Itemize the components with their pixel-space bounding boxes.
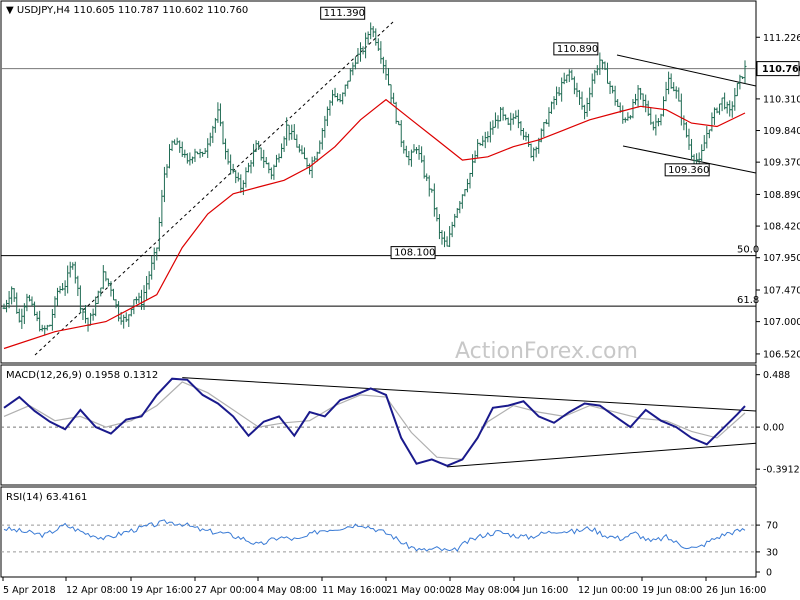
x-tick-label: 21 May 00:00	[386, 585, 451, 596]
x-tick-label: 5 Apr 2018	[3, 585, 56, 596]
annotation-label: 108.100	[394, 248, 435, 259]
price-annotation: 110.890	[553, 42, 599, 56]
current-price-box	[756, 61, 800, 77]
macd-tick-label: 0.00	[763, 423, 784, 434]
price-tick-label: 109.840	[763, 126, 800, 137]
macd-title: MACD(12,26,9) 0.1958 0.1312	[6, 370, 158, 381]
x-axis: 5 Apr 2018 12 Apr 08:00 19 Apr 16:00 27 Apr…	[2, 577, 766, 596]
price-candles	[2, 22, 747, 335]
macd-trend-lower	[447, 442, 757, 468]
current-price-tag: 110.760	[756, 61, 800, 77]
rsi-tick-label: 70	[766, 521, 778, 532]
rsi-line	[3, 519, 746, 552]
price-annotations: 111.390 110.890 109.360 108.100	[320, 6, 710, 260]
x-tick-label: 19 Jun 08:00	[642, 585, 702, 596]
x-tick-label: 12 Apr 08:00	[66, 585, 128, 596]
x-tick-label: 28 May 08:00	[450, 585, 515, 596]
watermark: ActionForex.com	[455, 339, 638, 364]
rsi-title: RSI(14) 63.4161	[6, 492, 87, 503]
price-tick-label: 107.470	[763, 286, 800, 297]
price-tick-label: 110.310	[763, 94, 800, 105]
x-tick-label: 4 Jun 16:00	[514, 585, 568, 596]
annotation-label: 111.390	[324, 8, 365, 19]
price-annotation: 108.100	[390, 246, 436, 260]
macd-axis: 0.488 0.00 -0.3912	[756, 370, 800, 476]
x-tick-label: 27 Apr 00:00	[195, 585, 257, 596]
macd-panel-frame	[0, 364, 757, 486]
price-panel-frame	[0, 0, 757, 364]
price-tick-label: 109.370	[763, 158, 800, 169]
annotation-box	[664, 163, 710, 177]
price-tick-label: 107.000	[763, 317, 800, 328]
price-title: ▼ USDJPY,H4 110.605 110.787 110.602 110.…	[6, 5, 248, 16]
price-tick-label: 107.950	[763, 253, 800, 264]
price-tick-label: 111.226	[763, 33, 800, 44]
macd-tick-label: 0.488	[763, 370, 790, 381]
x-tick-label: 4 May 08:00	[258, 585, 317, 596]
macd-trend-upper	[182, 377, 757, 412]
rsi-tick-label: 0	[766, 568, 772, 579]
price-tick-label: 106.520	[763, 349, 800, 360]
channel-upper	[616, 54, 757, 87]
fib-50-label: 50.0	[737, 245, 759, 256]
price-axis: 111.226 110.310 109.840 109.370 108.890 108.4…	[756, 33, 800, 360]
x-tick-label: 26 Jun 16:00	[706, 585, 766, 596]
price-annotation: 109.360	[664, 163, 710, 177]
fib-618-label: 61.8	[737, 295, 759, 306]
x-tick-label: 19 Apr 16:00	[131, 585, 193, 596]
price-tick-label: 108.420	[763, 222, 800, 233]
annotation-box	[320, 6, 366, 20]
rsi-panel-frame	[0, 486, 757, 578]
price-tick-label: 108.890	[763, 190, 800, 201]
annotation-label: 109.360	[668, 165, 709, 176]
annotation-label: 110.890	[557, 44, 598, 55]
x-tick-label: 11 May 16:00	[322, 585, 387, 596]
channel-lower	[622, 145, 757, 174]
current-price-label: 110.760	[762, 64, 800, 75]
price-annotation: 111.390	[320, 6, 366, 20]
x-tick-label: 12 Jun 00:00	[578, 585, 638, 596]
macd-signal-line	[3, 381, 746, 461]
moving-average-line	[3, 98, 746, 350]
macd-tick-label: -0.3912	[763, 465, 800, 476]
annotation-box	[390, 246, 436, 260]
rsi-axis: 70 30 0	[756, 521, 778, 579]
rsi-tick-label: 30	[766, 547, 778, 558]
macd-line	[3, 377, 746, 467]
candle	[743, 60, 747, 84]
annotation-box	[553, 42, 599, 56]
